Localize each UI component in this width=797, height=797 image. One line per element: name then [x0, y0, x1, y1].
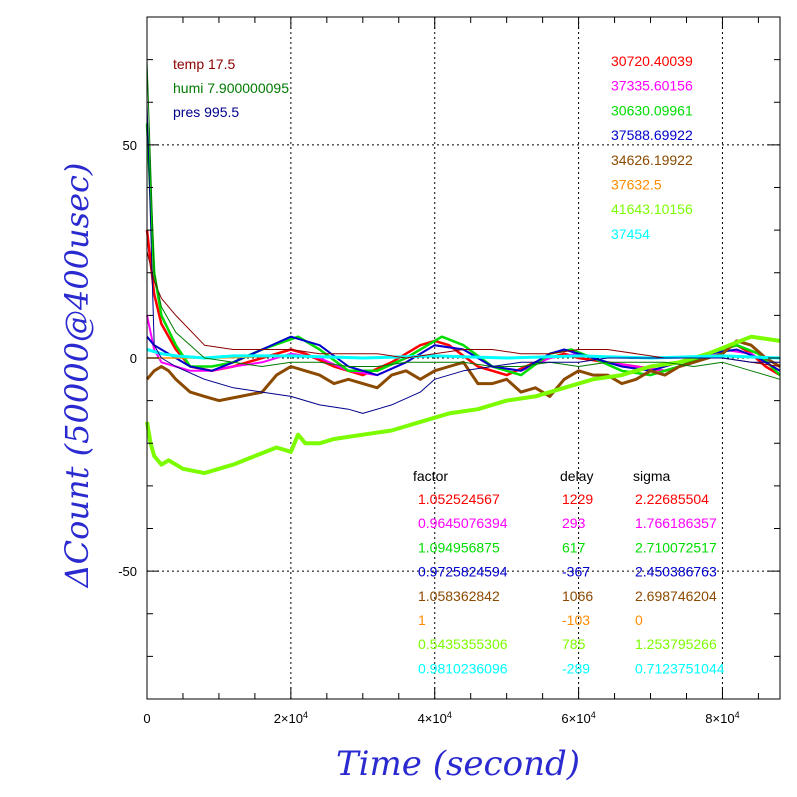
x-tick-label: 0 — [143, 711, 150, 726]
table-cell-sigma: 2.698746204 — [635, 588, 717, 604]
table-cell-factor: 0.9725824594 — [418, 564, 508, 580]
env-label: humi 7.900000095 — [173, 80, 289, 96]
x-axis-title: Time (second) — [336, 744, 580, 784]
table-header-sigma: sigma — [633, 468, 671, 484]
series-line-2 — [145, 123, 781, 377]
table-cell-sigma: 0 — [635, 612, 643, 628]
table-cell-factor: 0.9645076394 — [418, 515, 508, 531]
env-label: temp 17.5 — [173, 56, 235, 72]
table-cell-sigma: 1.766186357 — [635, 515, 717, 531]
mean-value-label: 34626.19922 — [611, 152, 693, 168]
y-axis-title: ΔCount (50000@400usec) — [58, 163, 96, 590]
table-cell-factor: 1.058362842 — [418, 588, 500, 604]
table-cell-delay: 1229 — [562, 491, 593, 507]
environment-legend: temp 17.5 humi 7.900000095 pres 995.5 — [173, 56, 289, 120]
series-line-8 — [146, 251, 781, 367]
table-cell-delay: 1066 — [562, 588, 593, 604]
y-tick-label: 50 — [123, 138, 137, 153]
table-header-factor: factor — [413, 468, 448, 484]
mean-value-label: 37454 — [611, 226, 650, 242]
y-tick-labels: 50 0 -50 — [118, 138, 137, 579]
table-cell-sigma: 1.253795266 — [635, 636, 717, 652]
y-tick-label: -50 — [118, 564, 137, 579]
series-group — [145, 59, 781, 476]
mean-value-label: 37588.69922 — [611, 127, 693, 143]
table-cell-delay: 617 — [562, 539, 586, 555]
fit-table: factor delay sigma 1.052524567 1229 2.2268… — [413, 468, 725, 676]
table-header-delay: delay — [560, 468, 593, 484]
table-cell-factor: 1.052524567 — [418, 491, 500, 507]
mean-value-label: 37632.5 — [611, 177, 662, 193]
table-cell-sigma: 0.7123751044 — [635, 660, 725, 676]
series-line-9 — [146, 59, 781, 380]
table-cell-sigma: 2.710072517 — [635, 539, 717, 555]
table-cell-delay: 293 — [562, 515, 586, 531]
mean-value-label: 30630.09961 — [611, 102, 693, 118]
series-line-6 — [145, 334, 781, 476]
series-line-4 — [145, 339, 781, 403]
env-label: pres 995.5 — [173, 104, 239, 120]
y-tick-label: 0 — [130, 351, 137, 366]
table-cell-sigma: 2.22685504 — [635, 491, 709, 507]
series-line-7 — [146, 348, 781, 360]
tick-marks — [146, 16, 780, 700]
mean-value-label: 37335.60156 — [611, 78, 693, 94]
table-cell-factor: 0.9810236096 — [418, 660, 508, 676]
table-cell-factor: 1.094956875 — [418, 539, 500, 555]
x-tick-label: 4×104 — [418, 710, 452, 726]
x-tick-label: 6×104 — [561, 710, 595, 726]
table-cell-delay: -103 — [562, 612, 590, 628]
series-line-10 — [146, 102, 780, 414]
table-cell-delay: 785 — [562, 636, 586, 652]
x-tick-label: 2×104 — [274, 710, 308, 726]
x-tick-labels: 0 2×104 4×104 6×104 8×104 — [143, 710, 739, 726]
table-cell-sigma: 2.450386763 — [635, 564, 717, 580]
table-cell-delay: -367 — [562, 564, 590, 580]
mean-value-label: 30720.40039 — [611, 53, 693, 69]
table-cell-factor: 1 — [418, 612, 426, 628]
table-cell-delay: -289 — [562, 660, 590, 676]
mean-values-legend: 30720.40039 37335.60156 30630.09961 37588.6… — [611, 53, 693, 242]
table-cell-factor: 0.5435355306 — [418, 636, 508, 652]
series-line-0 — [145, 229, 781, 377]
x-tick-label: 8×104 — [705, 710, 739, 726]
mean-value-label: 41643.10156 — [611, 201, 693, 217]
